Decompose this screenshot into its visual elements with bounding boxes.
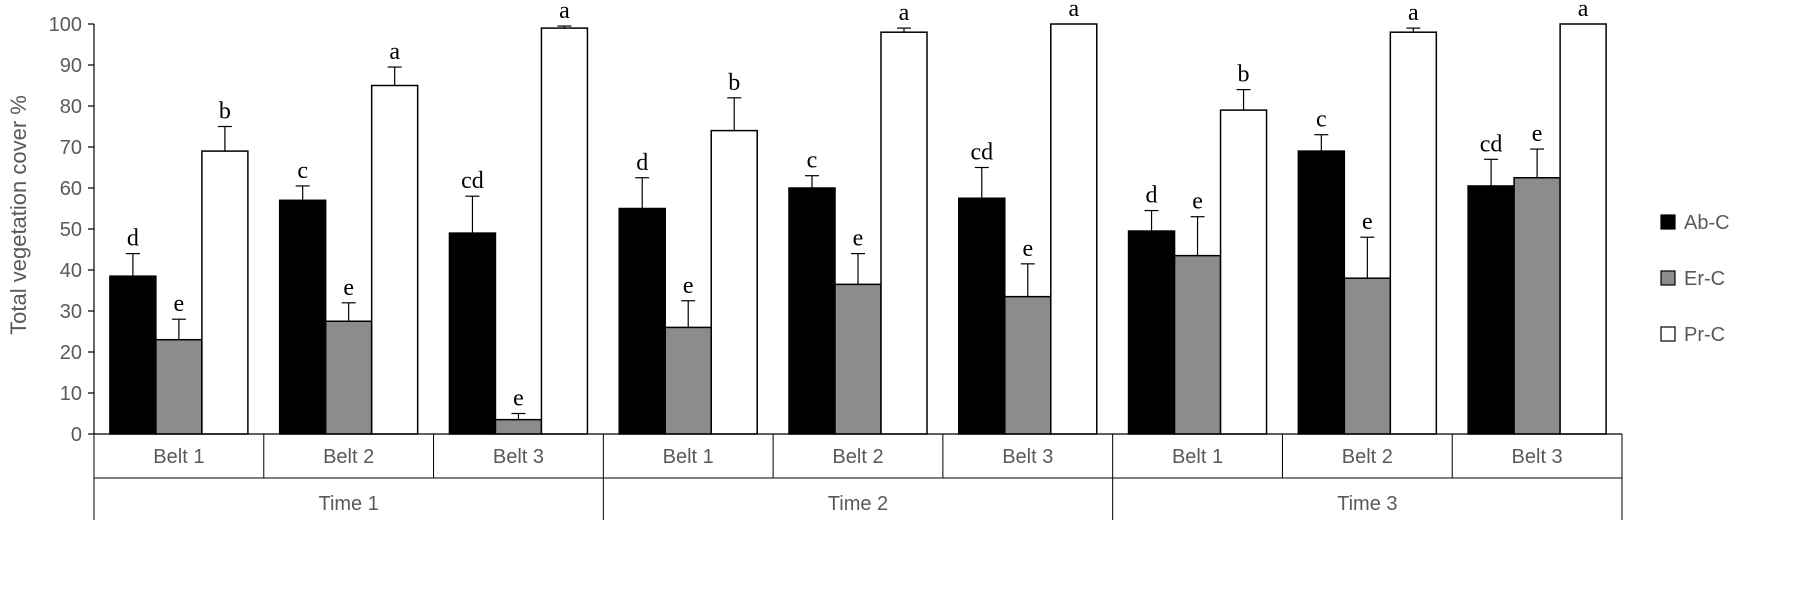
bar-ab-c: [109, 275, 157, 435]
bar-er-c: [1004, 295, 1052, 435]
significance-letter: e: [683, 273, 694, 299]
bar-ab-c: [618, 207, 666, 435]
x-category-label: Belt 1: [1172, 446, 1223, 468]
significance-letter: d: [636, 150, 648, 176]
significance-letter: d: [1146, 183, 1158, 209]
y-tick-label: 20: [60, 342, 82, 364]
legend-swatch-er-c: [1660, 270, 1676, 286]
legend: Ab-C Er-C Pr-C: [1660, 212, 1730, 346]
significance-letter: d: [127, 226, 139, 252]
x-category-label: Belt 2: [1342, 446, 1393, 468]
bar-pr-c: [1559, 23, 1607, 435]
bar-pr-c: [1389, 31, 1438, 435]
y-tick-label: 50: [60, 219, 82, 241]
y-tick-label: 60: [60, 178, 82, 200]
y-tick-label: 40: [60, 260, 82, 282]
x-category-label: Belt 3: [493, 446, 544, 468]
bar-ab-c: [1297, 150, 1346, 435]
bar-pr-c: [1219, 109, 1268, 435]
x-category-label: Belt 1: [663, 446, 714, 468]
x-group-label: Time 2: [828, 493, 888, 515]
bar-er-c: [324, 320, 373, 435]
y-axis: 0 10 20 30 40 50 60 70 80 90 100: [49, 14, 95, 446]
significance-letter: e: [513, 386, 524, 412]
x-category-label: Belt 1: [153, 446, 204, 468]
y-axis-title: Total vegetation cover %: [6, 95, 31, 335]
significance-letter: cd: [970, 140, 993, 166]
significance-letter: b: [1238, 62, 1250, 88]
bar-ab-c: [1467, 185, 1515, 435]
bar-pr-c: [370, 84, 419, 435]
bar-er-c: [1513, 177, 1561, 435]
y-tick-label: 100: [49, 14, 82, 36]
bars: d c cd d c cd d c cd e e e e e e e e e b a a b a a b a a: [109, 0, 1607, 435]
significance-letter: e: [853, 226, 864, 252]
x-group-label: Time 3: [1337, 493, 1397, 515]
y-tick-label: 70: [60, 137, 82, 159]
y-tick-label: 30: [60, 301, 82, 323]
bar-pr-c: [201, 150, 249, 435]
significance-letter: c: [807, 148, 818, 174]
bar-pr-c: [880, 31, 928, 435]
bar-ab-c: [958, 197, 1006, 435]
x-category-label: Belt 3: [1002, 446, 1053, 468]
legend-label: Er-C: [1684, 268, 1725, 290]
significance-letter: a: [1578, 0, 1589, 22]
significance-letter: b: [728, 70, 740, 96]
y-tick-label: 10: [60, 383, 82, 405]
significance-letter: cd: [461, 168, 484, 194]
y-tick-label: 0: [71, 424, 82, 446]
x-category-label: Belt 2: [832, 446, 883, 468]
x-group-label: Time 1: [318, 493, 378, 515]
significance-letter: a: [1068, 0, 1079, 22]
significance-letter: a: [899, 0, 910, 26]
significance-letter: a: [559, 0, 570, 24]
significance-letter: e: [1362, 209, 1373, 235]
significance-letter: a: [389, 39, 400, 65]
legend-swatch-ab-c: [1660, 214, 1676, 230]
bar-er-c: [155, 338, 203, 435]
legend-label: Ab-C: [1684, 212, 1730, 234]
bar-er-c: [1343, 277, 1392, 435]
x-category-label: Belt 3: [1512, 446, 1563, 468]
bar-ab-c: [278, 199, 327, 435]
bar-er-c: [834, 283, 882, 435]
bar-er-c: [1173, 254, 1222, 435]
bar-ab-c: [788, 187, 836, 435]
significance-letter: e: [174, 291, 185, 317]
significance-letter: c: [297, 158, 308, 184]
x-axis: Belt 1 Belt 2 Belt 3 Belt 1 Belt 2 Belt 3 Belt…: [93, 433, 1623, 520]
legend-swatch-pr-c: [1660, 326, 1676, 342]
bar-ab-c: [1127, 230, 1176, 435]
significance-letter: e: [1022, 236, 1033, 262]
y-tick-label: 90: [60, 55, 82, 77]
significance-letter: b: [219, 99, 231, 125]
significance-letter: e: [1192, 189, 1203, 215]
bar-er-c: [664, 326, 712, 435]
significance-letter: a: [1408, 0, 1419, 26]
significance-letter: e: [343, 275, 354, 301]
legend-label: Pr-C: [1684, 324, 1725, 346]
bar-pr-c: [1050, 23, 1098, 435]
significance-letter: c: [1316, 107, 1327, 133]
y-tick-label: 80: [60, 96, 82, 118]
significance-letter: e: [1532, 121, 1543, 147]
bar-pr-c: [540, 27, 589, 435]
bar-ab-c: [448, 232, 497, 435]
bar-pr-c: [710, 129, 758, 435]
x-category-label: Belt 2: [323, 446, 374, 468]
significance-letter: cd: [1480, 131, 1503, 157]
bar-er-c: [494, 418, 543, 435]
